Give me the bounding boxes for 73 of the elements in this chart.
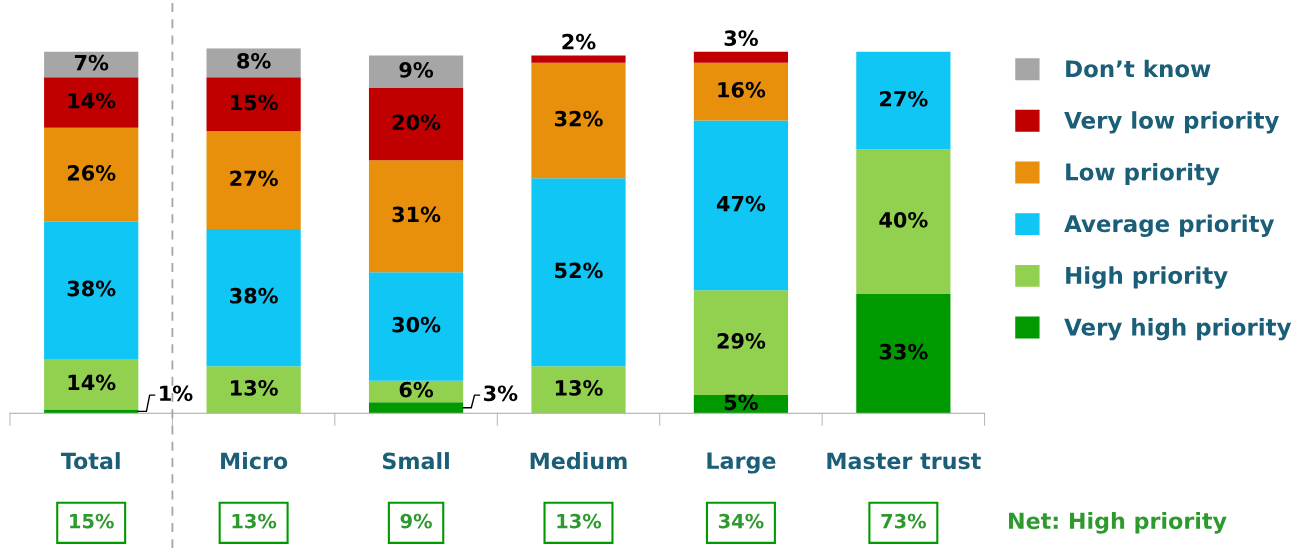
data-label: 1% [160,385,193,402]
bar [206,228,301,367]
text: 13% [232,513,277,529]
bar [856,149,951,294]
data-label: 13% [231,379,278,396]
data-label: 27% [880,90,928,107]
bar [44,358,139,410]
data-label: 2% [562,33,596,50]
text: 15% [70,513,114,529]
legend-label: High priority [1066,266,1228,289]
bar [693,120,789,291]
bar [693,62,789,121]
legend-label: Don’t know [1066,59,1211,78]
data-label: 33% [879,343,928,360]
x-tick-label: Medium [530,452,627,470]
bar [368,272,464,381]
bar [44,127,139,222]
bar [368,55,464,88]
data-label: 30% [392,316,441,333]
x-tick-label: Small [382,452,449,470]
data-label: 27% [230,170,278,187]
text: 9% [400,513,432,529]
bar [856,293,951,414]
bar [44,51,139,78]
data-label: 38% [67,280,116,297]
legend-label: Low priority [1066,162,1220,186]
text: 34% [718,513,764,529]
bar [368,87,464,161]
data-label: 16% [718,81,766,98]
data-label: 5% [724,394,758,411]
data-label: 47% [716,195,766,212]
bar [206,131,301,229]
bar [693,290,789,396]
data-label: 8% [237,52,271,69]
bar [531,366,626,414]
data-label: 3% [484,385,518,402]
bar [531,55,626,63]
data-label: 40% [879,211,928,228]
bar [206,77,301,132]
bar [368,160,464,273]
data-label: 38% [230,287,278,304]
legend-label: Very high priority [1064,317,1292,341]
data-label: 3% [724,30,758,46]
x-tick-label: Total [60,452,120,470]
data-label: 14% [68,374,116,391]
bar [368,402,464,414]
bar [856,51,951,150]
data-label: 26% [67,164,116,181]
text: Net: High priority [1009,511,1227,534]
x-tick-label: Micro [221,452,288,470]
data-label: 52% [555,262,603,279]
data-label: 20% [392,114,441,131]
text: 13% [557,513,602,529]
bar [44,77,139,128]
data-label: 32% [554,110,603,127]
text: 73% [881,513,927,529]
data-label: 13% [555,379,603,396]
x-tick-label: Large [707,452,776,474]
legend-label: Very low priority [1064,111,1279,134]
data-label: 15% [231,94,278,111]
data-label: 14% [68,92,116,109]
data-label: 29% [717,333,766,349]
x-tick-label: Master trust [827,452,981,470]
data-label: 31% [392,206,441,223]
data-label: 9% [399,62,434,78]
bar [693,51,789,63]
legend-label: Average priority [1064,214,1275,237]
bar [206,366,301,414]
bar [531,178,626,367]
data-label: 6% [399,381,434,398]
bar [44,221,139,359]
bar [531,62,626,179]
data-label: 7% [74,54,109,71]
